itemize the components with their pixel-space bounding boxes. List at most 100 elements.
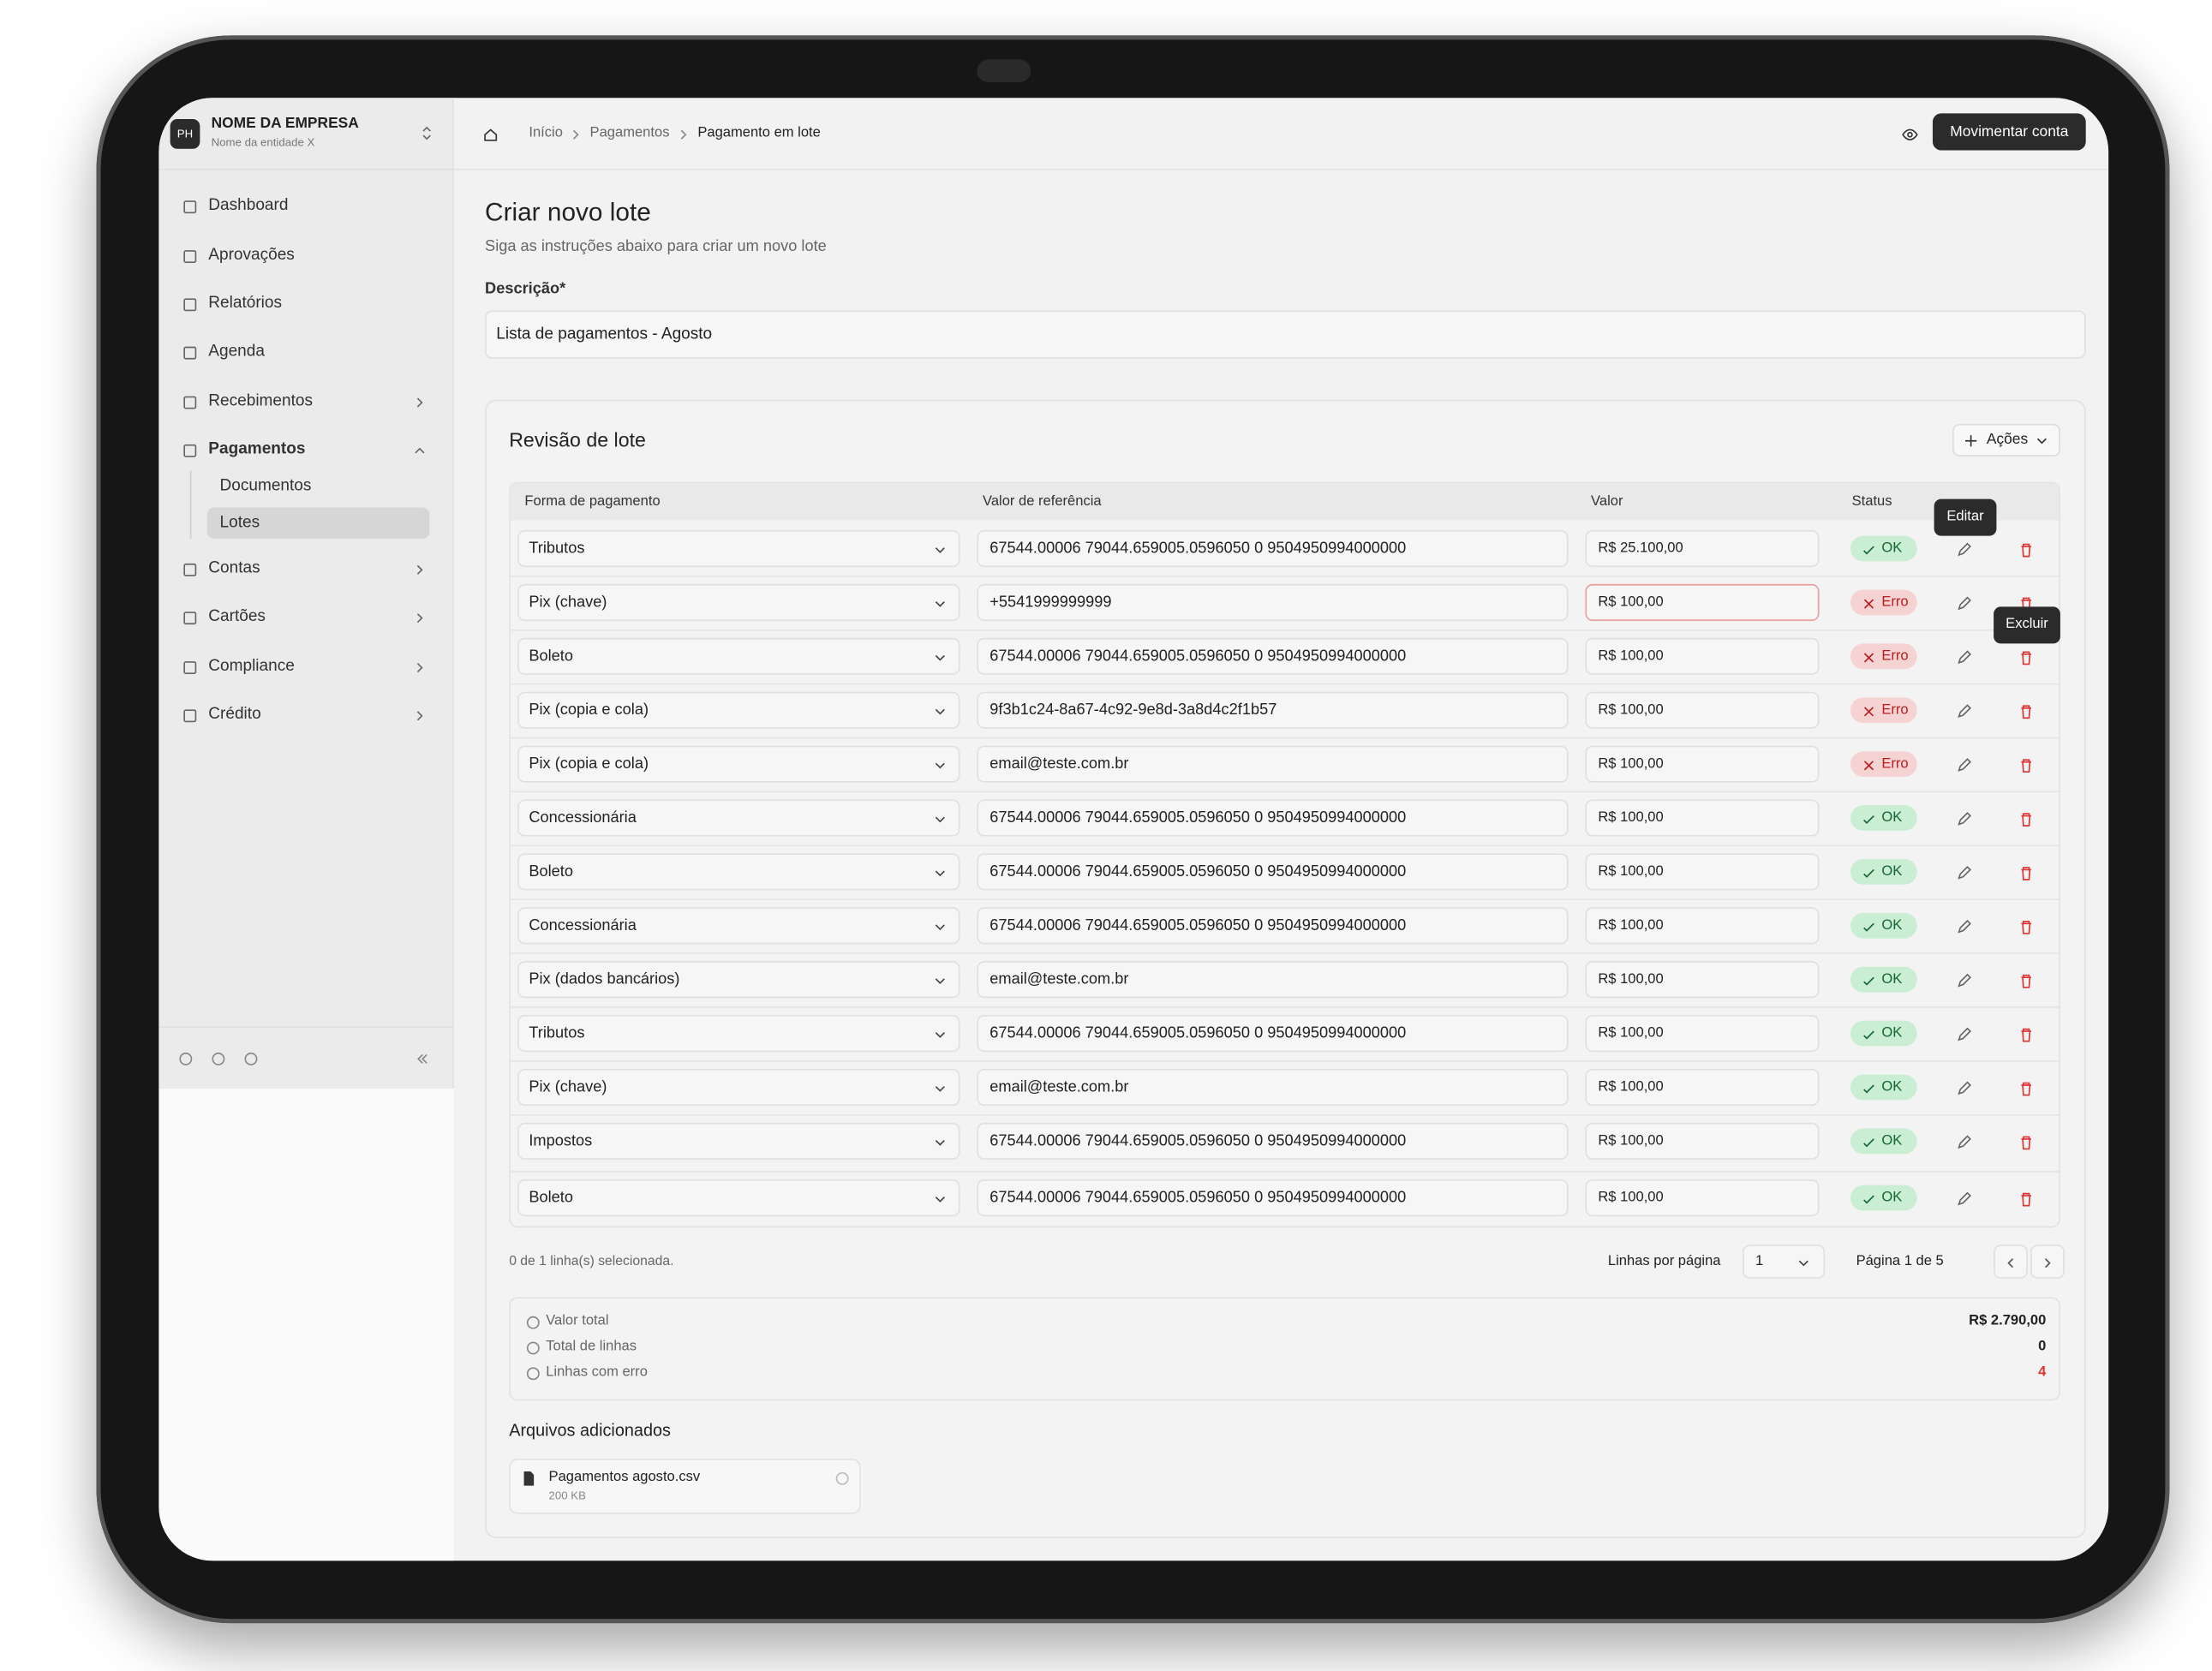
delete[interactable] [2018, 1132, 2035, 1150]
payment-method: Boleto [529, 862, 574, 880]
reference-input[interactable] [977, 745, 1569, 783]
delete[interactable] [2018, 1190, 2035, 1207]
menu-item[interactable]: Aprovações [208, 246, 295, 264]
menu-item[interactable]: Compliance [208, 657, 295, 675]
payment-select[interactable] [517, 637, 960, 675]
header-button[interactable]: Movimentar conta [1932, 113, 2086, 151]
amount-input[interactable] [1585, 1122, 1820, 1160]
amount-input[interactable] [1585, 961, 1820, 999]
menu-item[interactable]: Crédito [208, 706, 261, 724]
menu-item[interactable]: Recebimentos [208, 392, 313, 410]
active-sub [206, 507, 430, 539]
amount-input[interactable] [1585, 799, 1820, 837]
payment-select[interactable] [517, 961, 960, 999]
payment-select[interactable] [517, 799, 960, 837]
edit[interactable] [1955, 809, 1972, 827]
breadcrumb[interactable]: Pagamentos [589, 125, 670, 141]
payment-select[interactable] [517, 530, 960, 568]
payment-select[interactable] [517, 907, 960, 945]
amount-input[interactable] [1585, 530, 1820, 568]
status-icon [1861, 755, 1878, 773]
payment-select[interactable] [517, 1015, 960, 1053]
delete[interactable] [2018, 971, 2035, 988]
amount-input[interactable] [1585, 853, 1820, 891]
delete[interactable] [2018, 917, 2035, 934]
edit[interactable] [1955, 971, 1972, 988]
payment-select[interactable] [517, 691, 960, 729]
payment-select[interactable] [517, 853, 960, 891]
menu-item[interactable]: Dashboard [208, 197, 289, 214]
status-icon [1861, 1079, 1878, 1096]
reference: email@teste.com.br [989, 1078, 1129, 1096]
reference-input[interactable] [977, 1015, 1569, 1053]
rows-select[interactable] [1743, 1244, 1826, 1279]
delete[interactable] [2018, 809, 2035, 827]
reference-input[interactable] [977, 691, 1569, 729]
amount-input[interactable] [1585, 637, 1820, 675]
actions-button[interactable] [1952, 423, 2060, 457]
actions-label[interactable]: Ações [1986, 431, 2029, 449]
amount-input[interactable] [1585, 907, 1820, 945]
reference-input[interactable] [977, 961, 1569, 999]
reference-input[interactable] [977, 1179, 1569, 1217]
delete[interactable] [2018, 648, 2035, 665]
select-chevron [931, 1190, 948, 1207]
status-icon [1861, 1025, 1878, 1042]
summary-label: Total de linhas [546, 1339, 637, 1355]
reference-input[interactable] [977, 907, 1569, 945]
submenu-item[interactable]: Documentos [219, 477, 312, 495]
amount-input[interactable] [1585, 583, 1820, 621]
delete[interactable] [2018, 755, 2035, 773]
amount-input[interactable] [1585, 1015, 1820, 1053]
payment-select[interactable] [517, 1179, 960, 1217]
submenu-item[interactable]: Lotes [219, 514, 260, 532]
reference-input[interactable] [977, 637, 1569, 675]
reference-input[interactable] [977, 853, 1569, 891]
edit[interactable] [1955, 1025, 1972, 1042]
edit[interactable] [1955, 594, 1972, 611]
select-chevron [931, 1079, 948, 1096]
delete[interactable] [2018, 701, 2035, 719]
select-chevron [931, 648, 948, 665]
edit[interactable] [1955, 863, 1972, 880]
edit[interactable] [1955, 1190, 1972, 1207]
edit[interactable] [1955, 755, 1972, 773]
reference-input[interactable] [977, 1068, 1569, 1107]
file-remove[interactable] [834, 1469, 851, 1486]
edit[interactable] [1955, 540, 1972, 558]
menu-item[interactable]: Contas [208, 559, 260, 577]
menu-item[interactable]: Pagamentos [208, 440, 306, 458]
edit[interactable] [1955, 1079, 1972, 1096]
edit[interactable] [1955, 648, 1972, 665]
payment-select[interactable] [517, 583, 960, 621]
payment-method: Concessionária [529, 809, 637, 827]
reference-input[interactable] [977, 583, 1569, 621]
breadcrumb[interactable]: Início [529, 125, 563, 141]
delete[interactable] [2018, 863, 2035, 880]
amount-input[interactable] [1585, 1068, 1820, 1107]
footer-icon [242, 1049, 260, 1066]
payment-select[interactable] [517, 1068, 960, 1107]
reference-input[interactable] [977, 530, 1569, 568]
payment-select[interactable] [517, 745, 960, 783]
select-chevron [931, 540, 948, 558]
amount-input[interactable] [1585, 691, 1820, 729]
payment-select[interactable] [517, 1122, 960, 1160]
status-icon [1861, 1190, 1878, 1207]
delete[interactable] [2018, 540, 2035, 558]
row-line [510, 1060, 2060, 1062]
company-name[interactable]: NOME DA EMPRESA [211, 115, 359, 132]
delete[interactable] [2018, 1025, 2035, 1042]
reference-input[interactable] [977, 799, 1569, 837]
description-input[interactable] [485, 310, 2086, 359]
reference-input[interactable] [977, 1122, 1569, 1160]
amount-input[interactable] [1585, 745, 1820, 783]
menu-item[interactable]: Relatórios [208, 295, 283, 313]
edit[interactable] [1955, 1132, 1972, 1149]
edit[interactable] [1955, 701, 1972, 719]
menu-item[interactable]: Cartões [208, 608, 266, 625]
menu-item[interactable]: Agenda [208, 343, 265, 361]
delete[interactable] [2018, 1079, 2035, 1096]
edit[interactable] [1955, 917, 1972, 934]
amount-input[interactable] [1585, 1179, 1820, 1217]
